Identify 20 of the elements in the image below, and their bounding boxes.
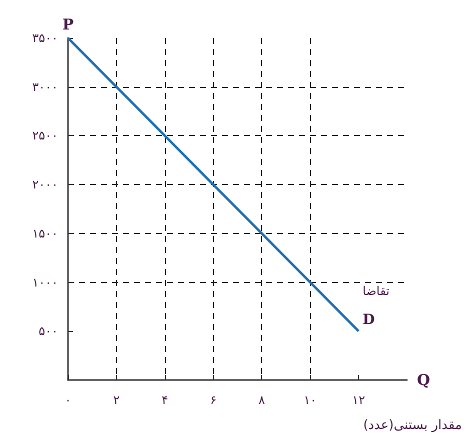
y-tick-label: ۲۰۰۰ xyxy=(32,178,58,192)
y-axis-title: P xyxy=(62,16,74,34)
x-tick-label: ۰ xyxy=(64,393,72,407)
y-tick-label: ۱۰۰۰ xyxy=(32,275,58,290)
text: مقدار بستنی(عدد) xyxy=(363,418,462,433)
y-tick-label: ۳۰۰۰ xyxy=(32,80,58,94)
x-tick-label: ۸ xyxy=(258,393,266,407)
x-axis-title: Q xyxy=(417,371,430,389)
x-tick-label: ۱۰ xyxy=(304,393,317,407)
line-series xyxy=(66,36,360,332)
x-tick-label: ۱۲ xyxy=(352,393,366,407)
annotation: D xyxy=(362,312,375,328)
y-tick-label: ۳۵۰۰ xyxy=(32,31,58,45)
y-tick-label: ۲۵۰۰ xyxy=(32,128,58,143)
x-tick-label: ۶ xyxy=(210,393,217,407)
y-tick-label: ۱۵۰۰ xyxy=(32,226,58,240)
annotation: تقاضا xyxy=(362,284,390,298)
x-tick-label: ۲ xyxy=(113,393,120,407)
x-tick-label: ۴ xyxy=(162,393,168,407)
y-tick-label: ۵۰۰ xyxy=(38,324,58,338)
